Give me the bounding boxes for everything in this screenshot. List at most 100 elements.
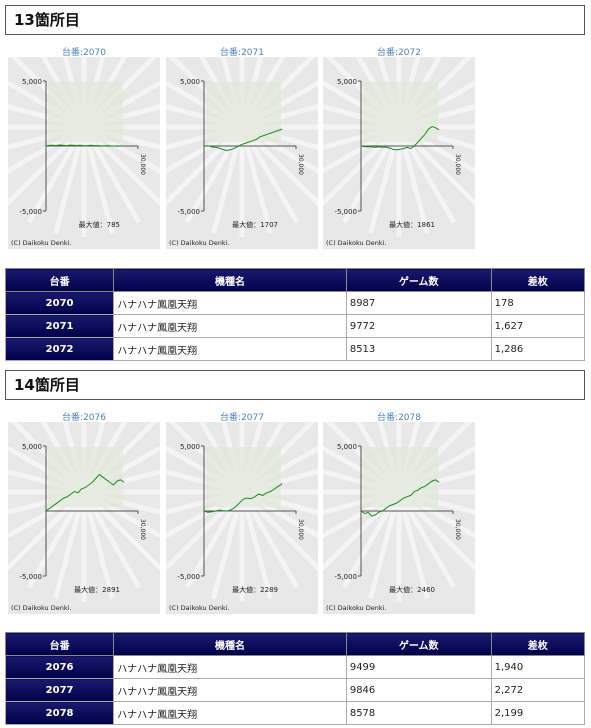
sunburst-ray [368,491,402,599]
copyright-text: (C) Daikoku Denki. [326,604,387,612]
model-name-cell: ハナハナ鳳凰天翔 [113,678,347,702]
sunburst-ray [53,491,87,599]
y-bottom-label: -5,000 [19,208,42,216]
y-top-label: 5,000 [337,78,357,86]
game-count-cell: 8578 [345,701,492,725]
sunburst-ray [239,126,273,234]
background-decoration [206,447,281,507]
sunburst-ray [341,490,402,589]
slump-graph-svg: 5,000 -5,000 30,000 最大値：1861 (C) Daikoku Den… [323,57,475,249]
game-count-cell: 8987 [345,291,492,315]
sunburst-ray [26,490,87,589]
background-decoration [206,82,281,142]
table-row: 2076 ハナハナ鳳凰天翔 9499 1,940 [4,655,586,679]
copyright-text: (C) Daikoku Denki. [11,604,72,612]
col-header-model-name: 機種名 [113,632,347,656]
sunburst-ray [184,490,245,589]
background-decoration [363,447,438,507]
max-value-label: 最大値：1707 [232,220,278,229]
graph-label[interactable]: 台番:2076 [62,413,106,423]
max-value-label: 最大値：2460 [389,585,435,594]
x-end-label: 30,000 [454,154,461,175]
col-header-difference: 差枚 [490,268,586,292]
copyright-text: (C) Daikoku Denki. [326,239,387,247]
machine-number-cell[interactable]: 2076 [4,655,115,679]
graph-label[interactable]: 台番:2072 [377,48,421,58]
machine-number-cell[interactable]: 2070 [4,291,115,315]
slump-line [203,483,283,513]
graph-label[interactable]: 台番:2071 [220,48,264,58]
game-count-cell: 8513 [345,337,492,361]
difference-cell: 1,940 [490,655,586,679]
max-value-label: 最大値：2289 [232,585,278,594]
graph-label[interactable]: 台番:2078 [377,413,421,423]
sunburst-ray [184,125,245,224]
max-value-label: 最大値：1861 [389,220,435,229]
col-header-game-count: ゲーム数 [345,632,492,656]
sunburst-ray [396,490,457,589]
sunburst-ray [211,126,245,234]
col-header-model-name: 機種名 [113,268,347,292]
col-header-difference: 差枚 [490,632,586,656]
x-end-label: 30,000 [454,519,461,540]
y-top-label: 5,000 [22,78,42,86]
game-count-cell: 9499 [345,655,492,679]
slump-graph-svg: 5,000 -5,000 30,000 最大値：2289 (C) Daikoku Den… [166,422,318,614]
max-value-label: 最大値：2891 [74,585,120,594]
sunburst-ray [239,490,300,589]
copyright-text: (C) Daikoku Denki. [169,604,230,612]
sunburst-ray [396,491,430,599]
sunburst-ray [81,126,115,234]
model-name-cell: ハナハナ鳳凰天翔 [113,701,347,725]
table-row: 2070 ハナハナ鳳凰天翔 8987 178 [4,291,586,315]
data-table-14: 台番 機種名 ゲーム数 差枚 2076 ハナハナ鳳凰天翔 9499 1,940 … [4,632,586,725]
machine-number-cell[interactable]: 2072 [4,337,115,361]
graph-label[interactable]: 台番:2077 [220,413,264,423]
machine-number-cell[interactable]: 2071 [4,314,115,338]
y-top-label: 5,000 [337,443,357,451]
sunburst-ray [26,125,87,224]
copyright-text: (C) Daikoku Denki. [11,239,72,247]
y-top-label: 5,000 [22,443,42,451]
slump-graph-svg: 5,000 -5,000 30,000 最大値：1707 (C) Daikoku Den… [166,57,318,249]
y-bottom-label: -5,000 [177,573,200,581]
game-count-cell: 9772 [345,314,492,338]
table-row: 2077 ハナハナ鳳凰天翔 9846 2,272 [4,678,586,702]
difference-cell: 2,272 [490,678,586,702]
difference-cell: 1,627 [490,314,586,338]
model-name-cell: ハナハナ鳳凰天翔 [113,337,347,361]
sunburst-ray [53,126,87,234]
sunburst-ray [396,126,430,234]
table-row: 2072 ハナハナ鳳凰天翔 8513 1,286 [4,337,586,361]
y-bottom-label: -5,000 [334,573,357,581]
machine-number-cell[interactable]: 2077 [4,678,115,702]
background-decoration [48,82,123,142]
data-table-13: 台番 機種名 ゲーム数 差枚 2070 ハナハナ鳳凰天翔 8987 178 20… [4,268,586,361]
table-row: 2071 ハナハナ鳳凰天翔 9772 1,627 [4,314,586,338]
x-end-label: 30,000 [139,154,146,175]
slump-line [203,128,283,152]
sunburst-ray [341,125,402,224]
section-title-13: 13箇所目 [5,5,585,35]
sunburst-ray [239,125,300,224]
game-count-cell: 9846 [345,678,492,702]
difference-cell: 178 [490,291,586,315]
machine-number-cell[interactable]: 2078 [4,701,115,725]
slump-line [45,144,125,147]
model-name-cell: ハナハナ鳳凰天翔 [113,291,347,315]
col-header-machine-number: 台番 [4,632,115,656]
table-header-row: 台番 機種名 ゲーム数 差枚 [4,268,586,292]
slump-graph-svg: 5,000 -5,000 30,000 最大値：2460 (C) Daikoku Den… [323,422,475,614]
difference-cell: 1,286 [490,337,586,361]
graph-label[interactable]: 台番:2070 [62,48,106,58]
x-end-label: 30,000 [139,519,146,540]
y-bottom-label: -5,000 [19,573,42,581]
sunburst-ray [239,491,273,599]
table-header-row: 台番 機種名 ゲーム数 差枚 [4,632,586,656]
y-top-label: 5,000 [180,443,200,451]
table-row: 2078 ハナハナ鳳凰天翔 8578 2,199 [4,701,586,725]
y-bottom-label: -5,000 [177,208,200,216]
slump-line [360,479,440,517]
model-name-cell: ハナハナ鳳凰天翔 [113,314,347,338]
y-top-label: 5,000 [180,78,200,86]
